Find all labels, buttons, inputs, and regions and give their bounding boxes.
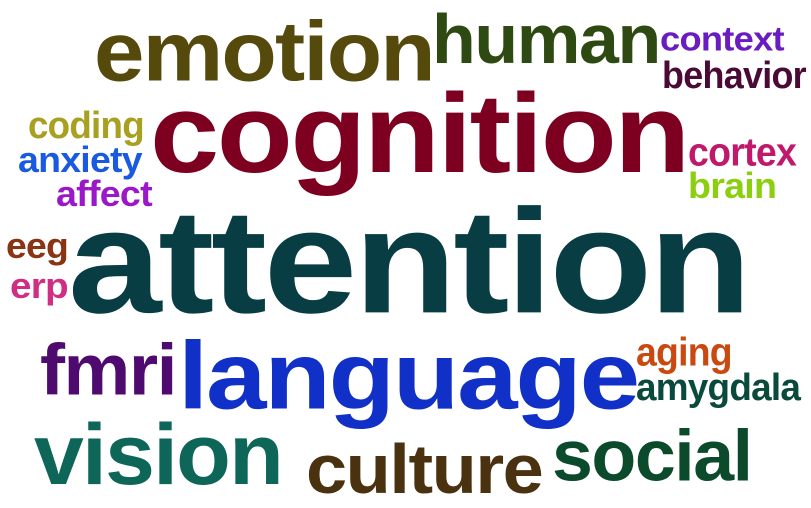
word-affect: affect xyxy=(56,173,153,215)
word-culture: culture xyxy=(306,429,544,508)
word-vision: vision xyxy=(34,406,284,504)
word-social: social xyxy=(552,415,753,497)
word-amygdala: amygdala xyxy=(636,365,801,409)
word-anxiety: anxiety xyxy=(18,139,143,181)
word-context: context xyxy=(660,19,785,59)
word-aging: aging xyxy=(636,329,733,375)
word-eeg: eeg xyxy=(6,225,69,267)
word-attention: attention xyxy=(68,179,752,345)
word-cortex: cortex xyxy=(688,129,797,175)
word-behavior: behavior xyxy=(662,53,807,97)
word-language: language xyxy=(178,322,640,430)
word-coding: coding xyxy=(28,103,145,147)
word-emotion: emotion xyxy=(94,4,436,100)
word-erp: erp xyxy=(10,265,69,307)
word-cognition: cognition xyxy=(150,71,690,197)
word-fmri: fmri xyxy=(40,329,177,411)
word-human: human xyxy=(432,0,661,79)
word-brain: brain xyxy=(688,165,777,207)
